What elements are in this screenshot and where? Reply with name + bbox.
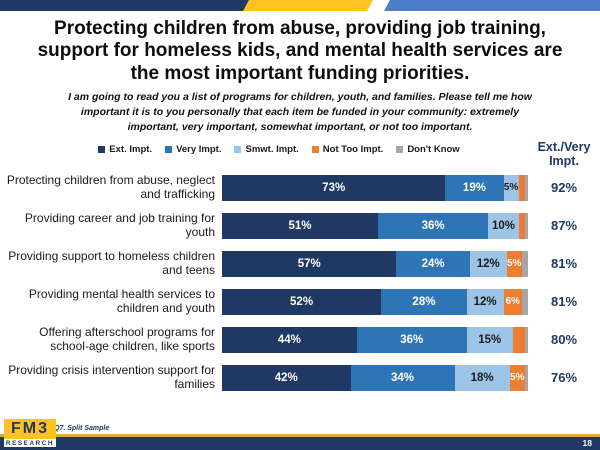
- bar-segment: 5%: [506, 250, 522, 277]
- row-label: Providing career and job training for yo…: [24, 210, 215, 239]
- bar-cell: 51% 36% 10%: [222, 207, 528, 245]
- legend-item: Ext. Impt.: [98, 144, 152, 155]
- legend-label: Not Too Impt.: [322, 144, 384, 156]
- bar-cell: 52% 28% 12% 6%: [222, 283, 528, 321]
- legend-label: Smwt. Impt.: [245, 144, 299, 156]
- slide-title-line-2: support for homeless kids, and mental he…: [37, 40, 563, 62]
- bar-segment: 44%: [222, 326, 357, 353]
- legend-item: Very Impt.: [165, 144, 221, 155]
- bar-segment: 12%: [469, 250, 507, 277]
- bar-segment: 73%: [222, 174, 446, 201]
- bar-segment: [524, 174, 528, 201]
- row-label: Providing support to homeless children a…: [8, 248, 215, 277]
- bar-segment: [524, 326, 528, 353]
- stacked-bar: 51% 36% 10%: [222, 212, 528, 239]
- bar-segment: [524, 212, 528, 239]
- bar-segment: 34%: [350, 364, 455, 391]
- totals-column-header: Ext./Very Impt.: [537, 140, 591, 169]
- bar-segment: 52%: [222, 288, 382, 315]
- bar-segment: 5%: [509, 364, 525, 391]
- bar-segment: [521, 288, 528, 315]
- total-value: 92%: [550, 180, 578, 196]
- legend-swatch-icon: [165, 146, 173, 154]
- bar-cell: 44% 36% 15%: [222, 321, 528, 359]
- row-label: Offering afterschool programs for school…: [39, 324, 215, 353]
- legend-item: Don't Know: [396, 144, 460, 156]
- bar-segment: [518, 212, 525, 239]
- legend-label: Very Impt.: [176, 144, 222, 156]
- row-label: Protecting children from abuse, neglect …: [6, 172, 215, 201]
- bar-segment: 24%: [396, 250, 470, 277]
- legend-label: Don't Know: [407, 144, 460, 156]
- legend-swatch-icon: [311, 146, 319, 154]
- legend-label: Ext. Impt.: [109, 144, 153, 156]
- total-value: 81%: [550, 256, 578, 272]
- stacked-bar: 44% 36% 15%: [222, 326, 528, 353]
- row-label: Providing mental health services to chil…: [28, 286, 215, 315]
- logo-research-text: RESEARCH: [4, 439, 56, 449]
- total-value: 80%: [550, 332, 578, 348]
- banner-blue-stripe: [384, 0, 600, 11]
- bar-segment: 36%: [356, 326, 467, 353]
- slide-title-line-1: Protecting children from abuse, providin…: [54, 18, 546, 39]
- legend-item: Smwt. Impt.: [234, 144, 299, 156]
- bar-cell: 57% 24% 12% 5%: [222, 245, 528, 283]
- bar-cell: 73% 19% 5%: [222, 169, 528, 207]
- bar-segment: 18%: [454, 364, 510, 391]
- fm3-research-logo: FM3 RESEARCH: [4, 419, 56, 449]
- bar-cell: 42% 34% 18% 5%: [222, 359, 528, 397]
- slide-title-line-3: the most important funding priorities.: [130, 62, 470, 84]
- bar-segment: [521, 250, 528, 277]
- survey-question-text: I am going to read you a list of program…: [68, 91, 532, 133]
- stacked-bar: 73% 19% 5%: [222, 174, 528, 201]
- bar-segment: 51%: [222, 212, 379, 239]
- bar-segment: 12%: [466, 288, 504, 315]
- total-value: 81%: [550, 294, 578, 310]
- bar-segment: 6%: [503, 288, 522, 315]
- row-label: Providing crisis intervention support fo…: [8, 362, 215, 391]
- stacked-bar: 52% 28% 12% 6%: [222, 288, 528, 315]
- footnote: Q7. Split Sample: [54, 425, 110, 432]
- bar-segment: 36%: [378, 212, 489, 239]
- legend-swatch-icon: [234, 146, 242, 154]
- footer-bar: [0, 437, 600, 450]
- total-value: 76%: [550, 370, 578, 386]
- bar-segment: [524, 364, 528, 391]
- bar-segment: 57%: [222, 250, 397, 277]
- footer-gold-line: [0, 434, 600, 437]
- total-value: 87%: [550, 218, 578, 234]
- bar-segment: 10%: [488, 212, 519, 239]
- bar-segment: 28%: [381, 288, 467, 315]
- slide-title: Protecting children from abuse, providin…: [0, 18, 600, 85]
- bar-segment: [518, 174, 525, 201]
- legend-item: Not Too Impt.: [311, 144, 384, 156]
- chart-legend: Ext. Impt. Very Impt. Smwt. Impt. Not Too I…: [0, 141, 528, 169]
- stacked-bar-chart: Ext. Impt. Very Impt. Smwt. Impt. Not Too I…: [0, 141, 600, 397]
- bar-segment: [512, 326, 525, 353]
- stacked-bar: 42% 34% 18% 5%: [222, 364, 528, 391]
- stacked-bar: 57% 24% 12% 5%: [222, 250, 528, 277]
- bar-segment: 15%: [466, 326, 513, 353]
- bar-segment: 5%: [503, 174, 519, 201]
- bar-segment: 19%: [445, 174, 504, 201]
- bar-segment: 42%: [222, 364, 351, 391]
- legend-swatch-icon: [396, 146, 404, 154]
- logo-fm3-text: FM3: [4, 419, 56, 439]
- legend-swatch-icon: [98, 146, 106, 154]
- page-number: 18: [582, 438, 592, 448]
- banner-gold-stripe: [243, 0, 373, 11]
- top-banner: [0, 0, 600, 11]
